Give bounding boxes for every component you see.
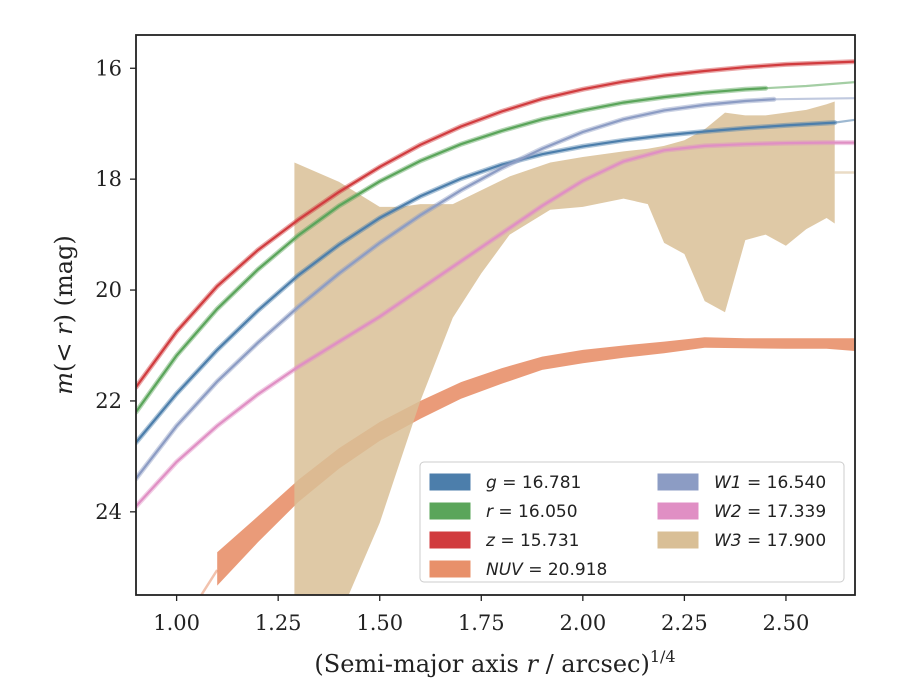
series-w1-line (136, 98, 775, 480)
x-tick-label: 1.25 (255, 611, 302, 635)
band-layer (217, 101, 855, 595)
legend-label: NUV = 20.918 (486, 560, 607, 580)
series-w1-extension (773, 97, 855, 101)
legend-label: W1 = 16.540 (714, 473, 826, 493)
x-tick-label: 1.75 (458, 611, 505, 635)
legend: g = 16.781 r = 16.050 z = 15.731 NUV = 20.9… (419, 461, 845, 583)
legend-label: r = 16.050 (486, 502, 578, 522)
legend-label: W3 = 17.900 (714, 531, 826, 551)
legend-swatch (429, 473, 471, 491)
legend-label: z = 15.731 (485, 531, 579, 551)
legend-swatch (657, 531, 699, 549)
series-nuv-extension (199, 569, 219, 595)
legend-item-w1: W1 = 16.540 (657, 473, 826, 493)
x-tick-label: 1.00 (153, 611, 200, 635)
x-axis: 1.00 1.25 1.50 1.75 2.00 2.25 2.50 (153, 595, 809, 635)
x-tick-label: 2.50 (763, 611, 810, 635)
x-tick-label: 2.25 (661, 611, 708, 635)
line-layer (136, 59, 855, 595)
svg-text:m(< r) (mag): m(< r) (mag) (50, 235, 78, 395)
legend-swatch (429, 560, 471, 578)
legend-item-w3: W3 = 17.900 (657, 531, 826, 551)
legend-swatch (429, 502, 471, 520)
series-r-extension (765, 81, 855, 90)
series-g-line (136, 121, 836, 444)
series-w2-line (136, 141, 855, 508)
legend-item-z: z = 15.731 (429, 531, 579, 551)
legend-label: W2 = 17.339 (714, 502, 826, 522)
series-r-line (136, 87, 767, 414)
series-g-extension (834, 118, 855, 124)
legend-frame (419, 461, 845, 583)
svg-text:(Semi-major axis r / arcsec)1/: (Semi-major axis r / arcsec)1/4 (314, 647, 675, 678)
legend-item-nuv: NUV = 20.918 (429, 560, 607, 580)
y-axis-title: m(< r) (mag) (50, 235, 78, 395)
x-axis-title: (Semi-major axis r / arcsec)1/4 (314, 647, 675, 678)
legend-swatch (657, 502, 699, 520)
y-axis: 16 18 20 22 24 (95, 56, 136, 524)
y-tick-label: 18 (95, 167, 122, 191)
series-w3-band (294, 101, 835, 595)
legend-swatch (429, 531, 471, 549)
legend-swatch (657, 473, 699, 491)
legend-item-r: r = 16.050 (429, 502, 578, 522)
legend-item-g: g = 16.781 (429, 473, 581, 493)
x-tick-label: 1.50 (356, 611, 403, 635)
y-tick-label: 22 (95, 389, 122, 413)
x-tick-label: 2.00 (559, 611, 606, 635)
legend-label: g = 16.781 (486, 473, 581, 493)
y-tick-label: 16 (95, 56, 122, 80)
legend-item-w2: W2 = 17.339 (657, 502, 826, 522)
series-z-line (136, 60, 855, 389)
plot-frame (135, 34, 856, 596)
y-tick-label: 24 (95, 500, 122, 524)
y-tick-label: 20 (95, 278, 122, 302)
